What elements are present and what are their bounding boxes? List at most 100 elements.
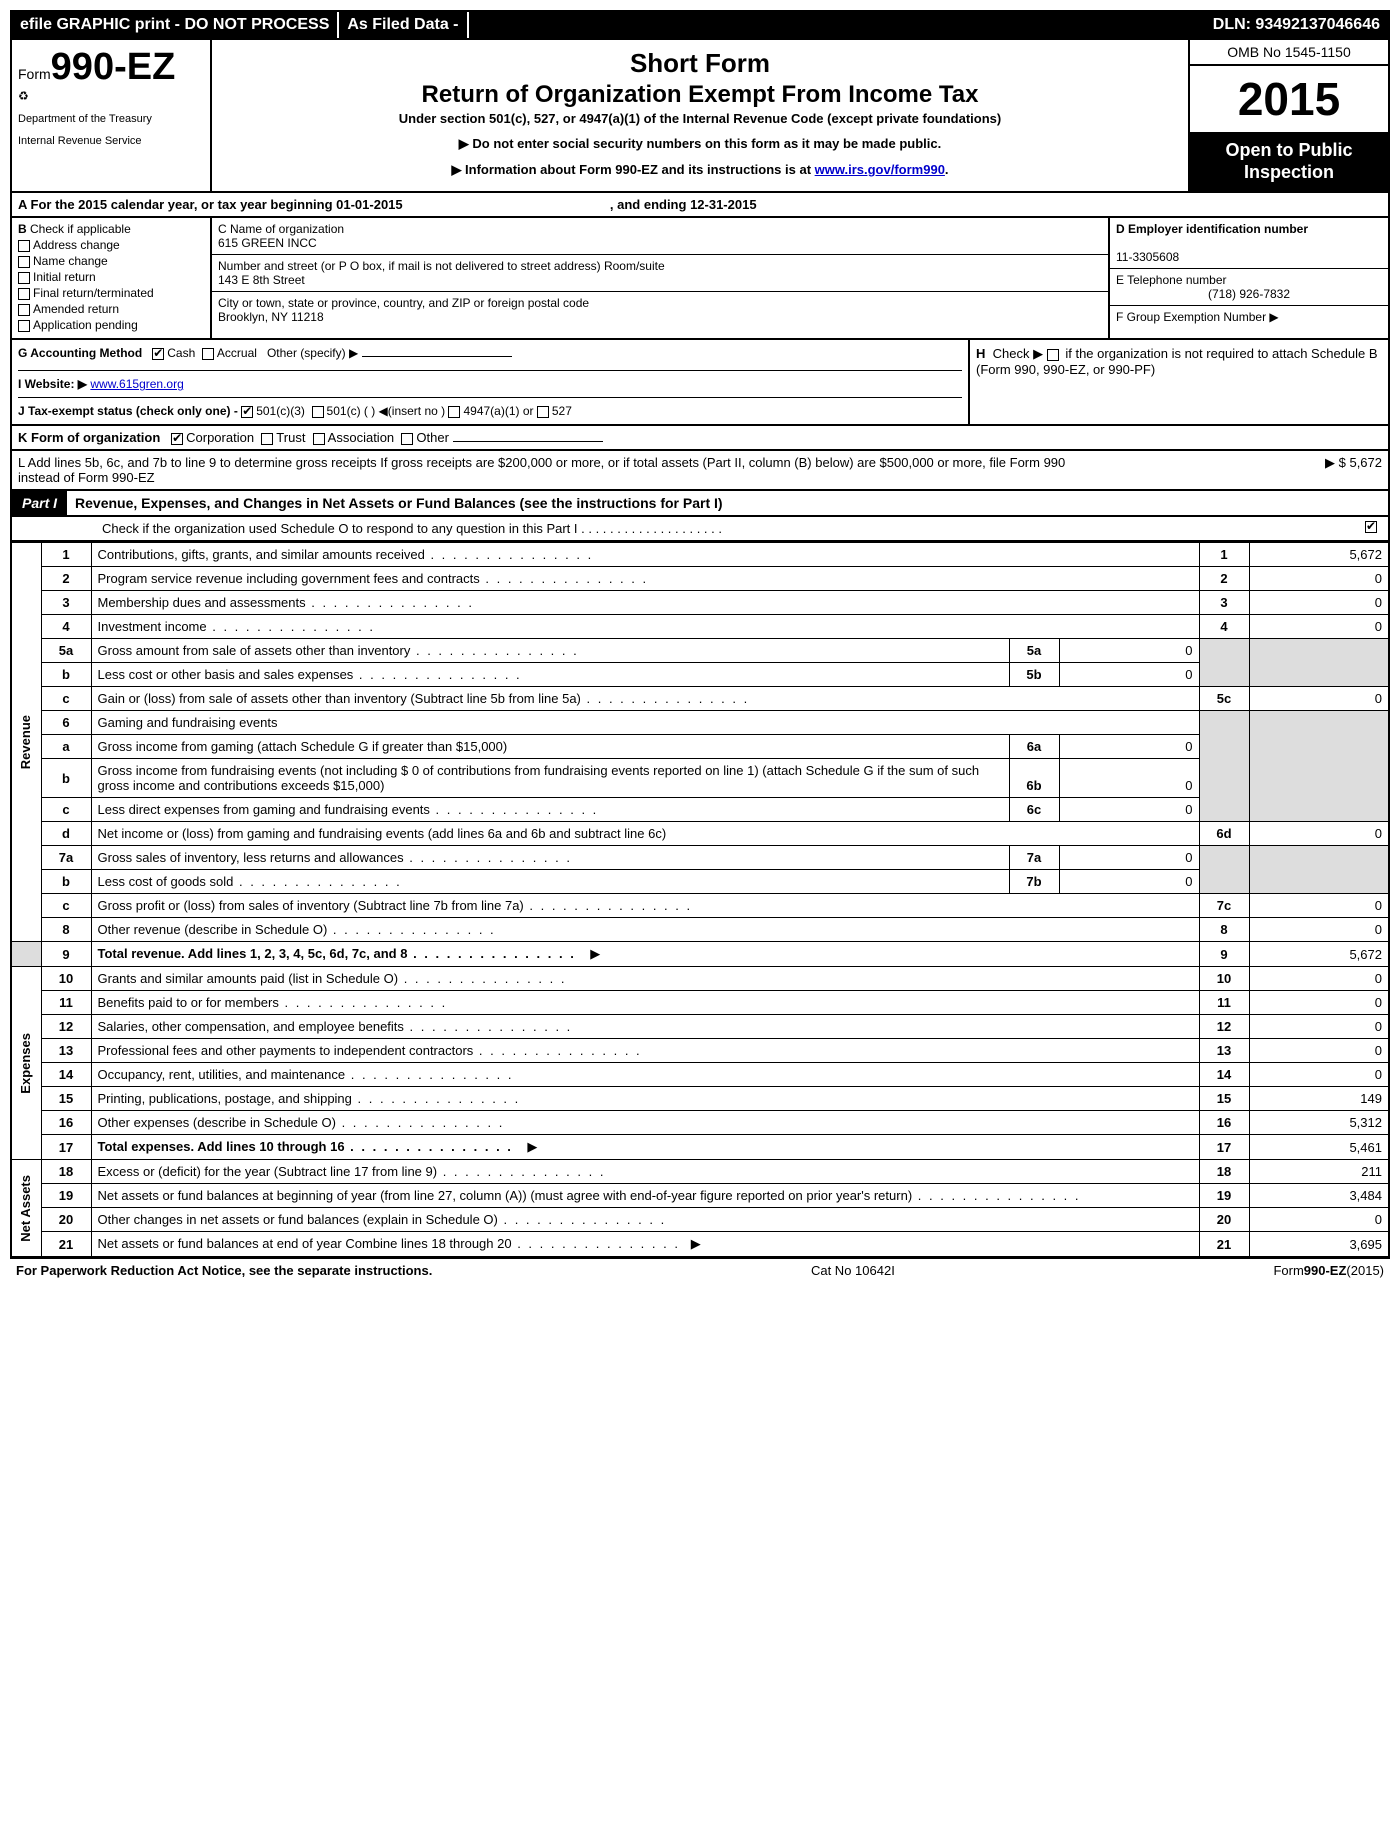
l7ab-shade xyxy=(1199,846,1249,894)
chk-address-lbl: Address change xyxy=(33,238,120,252)
l7c-num: c xyxy=(41,894,91,918)
chk-final[interactable]: Final return/terminated xyxy=(18,286,204,300)
chk-name[interactable]: Name change xyxy=(18,254,204,268)
header-right: OMB No 1545-1150 2015 Open to Public Ins… xyxy=(1188,40,1388,191)
l18-num: 18 xyxy=(41,1160,91,1184)
line-9: 9 Total revenue. Add lines 1, 2, 3, 4, 5… xyxy=(11,942,1389,967)
chk-501c3[interactable] xyxy=(241,406,253,418)
l17-desc: Total expenses. Add lines 10 through 16 … xyxy=(91,1135,1199,1160)
l6c-desc: Less direct expenses from gaming and fun… xyxy=(91,798,1009,822)
part1-label: Part I xyxy=(12,491,67,515)
chk-4947[interactable] xyxy=(448,406,460,418)
l15-rval: 149 xyxy=(1249,1087,1389,1111)
l6a-mval: 0 xyxy=(1059,735,1199,759)
l20-num: 20 xyxy=(41,1208,91,1232)
l11-desc: Benefits paid to or for members xyxy=(91,991,1199,1015)
line-6b: b Gross income from fundraising events (… xyxy=(11,759,1389,798)
chk-schedule-b[interactable] xyxy=(1047,349,1059,361)
chk-trust-lbl: Trust xyxy=(276,430,305,445)
chk-501c[interactable] xyxy=(312,406,324,418)
chk-other[interactable] xyxy=(401,433,413,445)
l3-num: 3 xyxy=(41,591,91,615)
form-num-big: 990-EZ xyxy=(51,46,176,88)
l14-rlbl: 14 xyxy=(1199,1063,1249,1087)
chk-amended[interactable]: Amended return xyxy=(18,302,204,316)
l5b-desc: Less cost or other basis and sales expen… xyxy=(91,663,1009,687)
chk-schedule-o[interactable] xyxy=(1365,521,1377,533)
omb-number: OMB No 1545-1150 xyxy=(1190,40,1388,66)
l15-desc: Printing, publications, postage, and shi… xyxy=(91,1087,1199,1111)
l12-num: 12 xyxy=(41,1015,91,1039)
l6c-mlbl: 6c xyxy=(1009,798,1059,822)
tax-year-begin: 01-01-2015 xyxy=(336,197,403,212)
l5b-mval: 0 xyxy=(1059,663,1199,687)
dept-irs: Internal Revenue Service xyxy=(18,135,204,147)
warn-info-pre: Information about Form 990-EZ and its in… xyxy=(451,162,814,177)
l10-rlbl: 10 xyxy=(1199,967,1249,991)
chk-initial[interactable]: Initial return xyxy=(18,270,204,284)
line-21: 21 Net assets or fund balances at end of… xyxy=(11,1232,1389,1258)
l4-rlbl: 4 xyxy=(1199,615,1249,639)
l6b-desc: Gross income from fundraising events (no… xyxy=(91,759,1009,798)
line-5c: c Gain or (loss) from sale of assets oth… xyxy=(11,687,1389,711)
l10-desc: Grants and similar amounts paid (list in… xyxy=(91,967,1199,991)
line-7b: b Less cost of goods sold 7b 0 xyxy=(11,870,1389,894)
l16-rval: 5,312 xyxy=(1249,1111,1389,1135)
open-line1: Open to Public xyxy=(1225,140,1352,160)
l5a-desc: Gross amount from sale of assets other t… xyxy=(91,639,1009,663)
l7a-desc: Gross sales of inventory, less returns a… xyxy=(91,846,1009,870)
line-5b: b Less cost or other basis and sales exp… xyxy=(11,663,1389,687)
chk-corp[interactable] xyxy=(171,433,183,445)
l10-num: 10 xyxy=(41,967,91,991)
l7c-desc: Gross profit or (loss) from sales of inv… xyxy=(91,894,1199,918)
chk-accrual[interactable] xyxy=(202,348,214,360)
form-number: Form990-EZ xyxy=(18,46,204,89)
l9-num: 9 xyxy=(41,942,91,967)
l9-rval: 5,672 xyxy=(1249,942,1389,967)
chk-other-lbl: Other xyxy=(416,430,449,445)
l17-rval: 5,461 xyxy=(1249,1135,1389,1160)
l6c-mval: 0 xyxy=(1059,798,1199,822)
phone-value: (718) 926-7832 xyxy=(1116,287,1382,301)
irs-link[interactable]: www.irs.gov/form990 xyxy=(815,162,945,177)
chk-pending[interactable]: Application pending xyxy=(18,318,204,332)
l6d-rlbl: 6d xyxy=(1199,822,1249,846)
chk-assoc[interactable] xyxy=(313,433,325,445)
h-check-text: Check ▶ xyxy=(993,346,1043,361)
g-other-blank[interactable] xyxy=(362,356,512,357)
chk-501c3-lbl: 501(c)(3) xyxy=(256,404,305,418)
l6b-mval: 0 xyxy=(1059,759,1199,798)
chk-address[interactable]: Address change xyxy=(18,238,204,252)
l2-num: 2 xyxy=(41,567,91,591)
part1-header: Part I Revenue, Expenses, and Changes in… xyxy=(10,491,1390,517)
l8-rval: 0 xyxy=(1249,918,1389,942)
chk-trust[interactable] xyxy=(261,433,273,445)
l5c-num: c xyxy=(41,687,91,711)
line-11: 11 Benefits paid to or for members 11 0 xyxy=(11,991,1389,1015)
l21-rval: 3,695 xyxy=(1249,1232,1389,1258)
l19-rval: 3,484 xyxy=(1249,1184,1389,1208)
l6d-num: d xyxy=(41,822,91,846)
line-3: 3 Membership dues and assessments 3 0 xyxy=(11,591,1389,615)
l14-num: 14 xyxy=(41,1063,91,1087)
l5a-mlbl: 5a xyxy=(1009,639,1059,663)
website-link[interactable]: www.615gren.org xyxy=(90,377,183,391)
line-6c: c Less direct expenses from gaming and f… xyxy=(11,798,1389,822)
l3-desc: Membership dues and assessments xyxy=(91,591,1199,615)
col-b-hint: Check if applicable xyxy=(30,222,131,236)
k-other-blank[interactable] xyxy=(453,441,603,442)
l1-rval: 5,672 xyxy=(1249,543,1389,567)
chk-amended-lbl: Amended return xyxy=(33,302,119,316)
netassets-label: Net Assets xyxy=(11,1160,41,1258)
chk-cash-lbl: Cash xyxy=(167,346,195,360)
line-6d: d Net income or (loss) from gaming and f… xyxy=(11,822,1389,846)
header-mid: Short Form Return of Organization Exempt… xyxy=(212,40,1188,191)
l8-num: 8 xyxy=(41,918,91,942)
l14-desc: Occupancy, rent, utilities, and maintena… xyxy=(91,1063,1199,1087)
chk-cash[interactable] xyxy=(152,348,164,360)
l2-rval: 0 xyxy=(1249,567,1389,591)
row-gh: G Accounting Method Cash Accrual Other (… xyxy=(10,340,1390,426)
chk-527[interactable] xyxy=(537,406,549,418)
line-14: 14 Occupancy, rent, utilities, and maint… xyxy=(11,1063,1389,1087)
line-2: 2 Program service revenue including gove… xyxy=(11,567,1389,591)
